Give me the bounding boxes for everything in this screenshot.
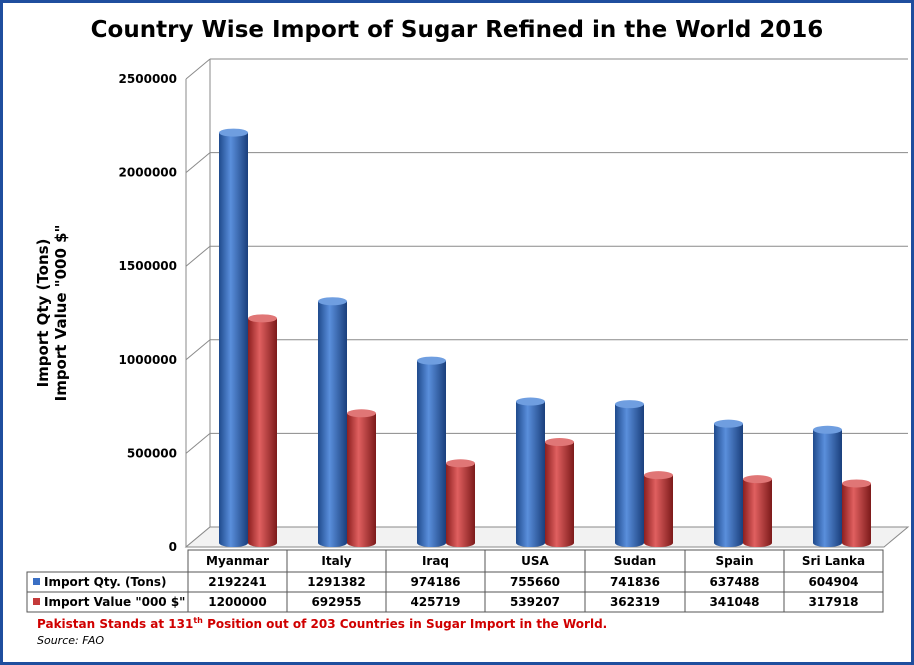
y-tick-label: 2000000 — [119, 166, 177, 180]
bar-top-value — [446, 459, 475, 468]
category-label: Myanmar — [206, 554, 269, 568]
legend-label: Import Qty. (Tons) — [44, 575, 167, 589]
bar-qty — [516, 401, 545, 547]
legend-swatch — [33, 598, 40, 605]
data-label: 974186 — [410, 575, 460, 589]
bar-value — [644, 475, 673, 547]
y-tick-label: 1000000 — [119, 353, 177, 367]
bar-top-qty — [714, 419, 743, 428]
gridline-side — [185, 152, 211, 173]
bar-top-qty — [813, 425, 842, 434]
bar-qty — [219, 132, 248, 547]
data-label: 425719 — [410, 595, 460, 609]
bar-top-value — [347, 409, 376, 418]
category-label: Sudan — [614, 554, 656, 568]
data-label: 755660 — [510, 575, 560, 589]
bar-qty — [813, 429, 842, 547]
y-tick-label: 0 — [169, 540, 177, 554]
table-cell — [783, 591, 884, 613]
data-label: 341048 — [709, 595, 759, 609]
bar-top-qty — [417, 356, 446, 365]
bar-top-value — [545, 438, 574, 447]
category-label: Italy — [321, 554, 351, 568]
data-label: 692955 — [311, 595, 361, 609]
bar-value — [248, 318, 277, 547]
bar-value — [446, 463, 475, 547]
category-label: Sri Lanka — [802, 554, 865, 568]
bar-qty — [714, 423, 743, 547]
bar-value — [545, 442, 574, 547]
footnote-before: Pakistan Stands at 131 — [37, 617, 194, 631]
category-label: Iraq — [422, 554, 449, 568]
data-label: 741836 — [610, 575, 660, 589]
gridline-side — [185, 433, 211, 454]
bars-layer — [219, 128, 871, 547]
gridline-side — [185, 339, 211, 361]
data-label: 362319 — [610, 595, 660, 609]
data-label: 637488 — [709, 575, 759, 589]
bar-qty — [615, 404, 644, 547]
data-label: 604904 — [808, 575, 858, 589]
bar-top-qty — [615, 400, 644, 409]
data-label: 2192241 — [208, 575, 266, 589]
data-table: Myanmar Italy Iraq USA Sudan Spain Sri Lanka Im… — [26, 549, 884, 613]
bar-qty — [318, 301, 347, 547]
bar-value — [347, 413, 376, 547]
bar-top-qty — [516, 397, 545, 406]
gridline-side — [185, 245, 211, 267]
footnote: Pakistan Stands at 131th Position out of… — [37, 616, 607, 631]
data-label: 1200000 — [208, 595, 266, 609]
bar-top-qty — [219, 128, 248, 137]
footnote-after: Position out of 203 Countries in Sugar I… — [202, 617, 608, 631]
back-wall — [210, 59, 908, 527]
bar-top-value — [743, 475, 772, 484]
bar-top-value — [842, 479, 871, 488]
data-label: 539207 — [510, 595, 560, 609]
bar-value — [743, 479, 772, 547]
legend-swatch — [33, 578, 40, 585]
bar-top-value — [644, 471, 673, 480]
y-tick-label: 2500000 — [119, 72, 177, 86]
category-label: Spain — [716, 554, 754, 568]
chart-title: Country Wise Import of Sugar Refined in … — [90, 17, 824, 43]
bar-value — [842, 483, 871, 547]
category-label: USA — [521, 554, 549, 568]
bar-top-value — [248, 314, 277, 323]
data-label: 1291382 — [307, 575, 365, 589]
chart-plot: 0 500000 1000000 1500000 2000000 2500000 Myan… — [26, 58, 910, 613]
y-tick-label: 500000 — [127, 446, 177, 460]
bar-top-qty — [318, 297, 347, 306]
footnote-sup: th — [193, 616, 203, 625]
source-note: Source: FAO — [37, 634, 105, 647]
y-tick-label: 1500000 — [119, 259, 177, 273]
legend-label: Import Value "000 $" — [44, 595, 185, 609]
bar-qty — [417, 360, 446, 547]
data-label: 317918 — [808, 595, 858, 609]
gridline-side — [185, 58, 211, 80]
